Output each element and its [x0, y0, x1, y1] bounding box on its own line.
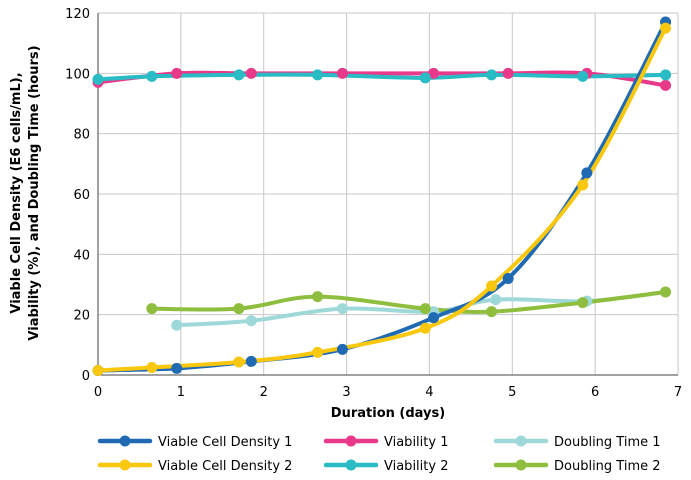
- y-tick-label: 80: [73, 128, 90, 143]
- data-point: [486, 280, 498, 292]
- data-point: [660, 22, 672, 34]
- y-axis-title-line-1: Viable Cell Density (E6 cells/mL),: [9, 72, 24, 313]
- y-tick-label: 120: [65, 7, 90, 22]
- legend-label: Doubling Time 1: [554, 435, 661, 450]
- legend-swatch-marker: [345, 459, 357, 471]
- data-point: [336, 303, 348, 315]
- y-tick-label: 60: [73, 188, 90, 203]
- data-point: [577, 179, 589, 191]
- y-axis-title-line-2: Viability (%), and Doubling Time (hours): [27, 45, 42, 340]
- y-tick-label: 40: [73, 248, 90, 263]
- tick-labels: 0 1 2 3 4 5 6 7 0 20 40 60 80 100 120: [65, 7, 682, 400]
- data-point: [146, 303, 158, 315]
- data-point: [312, 291, 324, 303]
- data-point: [577, 70, 589, 82]
- data-point: [428, 312, 440, 324]
- data-point: [233, 303, 245, 315]
- legend-item: Viability 1: [323, 435, 448, 450]
- data-point: [428, 67, 440, 79]
- data-point: [171, 362, 183, 374]
- data-point: [245, 67, 257, 79]
- data-point: [233, 69, 245, 81]
- legend-label: Viable Cell Density 2: [158, 459, 292, 474]
- data-point: [336, 67, 348, 79]
- legend-label: Viability 2: [384, 459, 448, 474]
- data-point: [502, 272, 514, 284]
- legend-item: Doubling Time 2: [493, 459, 661, 474]
- data-point: [577, 297, 589, 309]
- legend-label: Viable Cell Density 1: [158, 435, 292, 450]
- data-point: [660, 286, 672, 298]
- legend-swatch-marker: [119, 435, 131, 447]
- data-point: [486, 306, 498, 318]
- legend: Viable Cell Density 1 Viability 1 Doubling…: [97, 435, 661, 474]
- legend-swatch-marker: [515, 459, 527, 471]
- legend-label: Viability 1: [384, 435, 448, 450]
- data-point: [312, 346, 324, 358]
- series-line: [96, 70, 668, 88]
- data-point: [490, 294, 502, 306]
- data-point: [502, 67, 514, 79]
- legend-swatch-marker: [119, 459, 131, 471]
- data-point: [92, 364, 104, 376]
- data-point: [171, 67, 183, 79]
- x-tick-label: 1: [177, 385, 185, 400]
- y-tick-label: 100: [65, 67, 90, 82]
- data-point: [233, 356, 245, 368]
- legend-swatch-marker: [345, 435, 357, 447]
- legend-label: Doubling Time 2: [554, 459, 661, 474]
- legend-item: Doubling Time 1: [493, 435, 661, 450]
- data-point: [660, 79, 672, 91]
- data-point: [312, 69, 324, 81]
- data-point: [92, 73, 104, 85]
- data-point: [419, 72, 431, 84]
- y-tick-label: 0: [82, 369, 90, 384]
- data-point: [581, 167, 593, 179]
- series-markers: [92, 16, 672, 376]
- y-tick-label: 20: [73, 309, 90, 324]
- legend-swatch-marker: [515, 435, 527, 447]
- data-point: [171, 319, 183, 331]
- gridlines: [97, 12, 679, 376]
- data-point: [146, 361, 158, 373]
- x-tick-label: 0: [94, 385, 102, 400]
- data-point: [336, 343, 348, 355]
- data-point: [660, 69, 672, 81]
- x-tick-label: 2: [260, 385, 268, 400]
- legend-item: Viability 2: [323, 459, 448, 474]
- legend-item: Viable Cell Density 1: [97, 435, 292, 450]
- legend-item: Viable Cell Density 2: [97, 459, 292, 474]
- x-tick-label: 4: [425, 385, 433, 400]
- x-tick-label: 3: [342, 385, 350, 400]
- data-point: [146, 70, 158, 82]
- data-point: [419, 322, 431, 334]
- x-tick-label: 5: [508, 385, 516, 400]
- data-point: [419, 303, 431, 315]
- x-axis-title: Duration (days): [331, 406, 445, 421]
- data-point: [245, 355, 257, 367]
- data-point: [245, 315, 257, 327]
- x-tick-label: 7: [674, 385, 682, 400]
- x-tick-label: 6: [591, 385, 599, 400]
- axes: [97, 13, 678, 376]
- data-point: [486, 69, 498, 81]
